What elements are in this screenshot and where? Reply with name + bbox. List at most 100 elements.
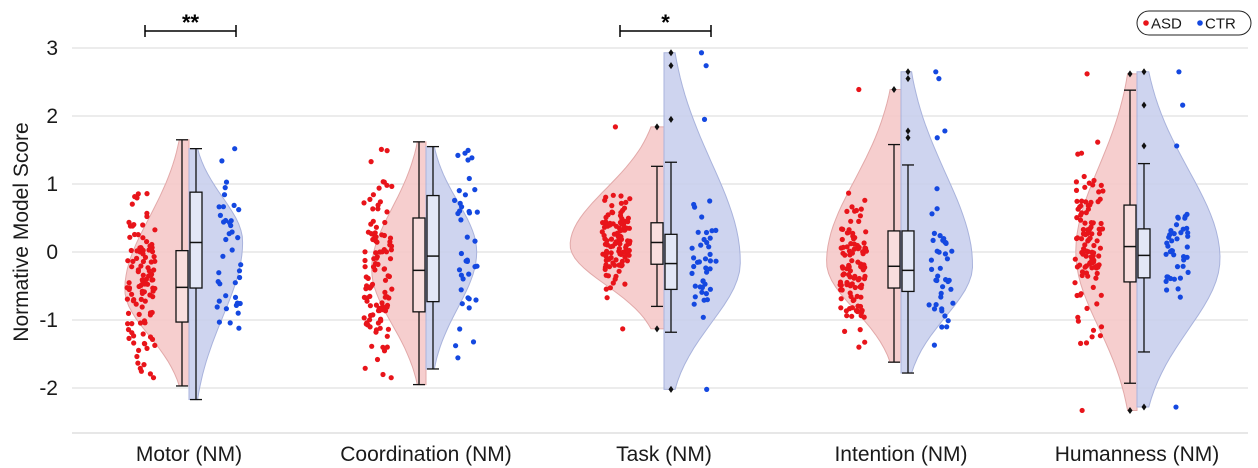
data-point-ctr (1177, 275, 1183, 281)
data-point-asd (838, 296, 844, 302)
data-point-asd (129, 223, 136, 229)
data-point-ctr (934, 135, 940, 141)
significance-label: ** (182, 10, 200, 35)
data-point-ctr (214, 304, 220, 310)
data-point-asd (605, 273, 612, 279)
data-point-asd (848, 218, 854, 224)
data-point-ctr (464, 234, 470, 240)
box-iqr (412, 217, 426, 313)
data-point-asd (152, 342, 158, 348)
data-point-asd (370, 206, 376, 212)
data-point-ctr (1175, 286, 1181, 292)
data-point-ctr (691, 263, 697, 270)
data-point-asd (147, 371, 153, 377)
data-point-ctr (462, 150, 468, 156)
data-point-asd (839, 236, 845, 243)
data-point-ctr (1173, 222, 1180, 228)
data-point-ctr (1169, 248, 1175, 254)
data-point-asd (374, 239, 380, 245)
data-point-asd (378, 146, 384, 152)
outlier-marker (668, 49, 674, 57)
data-point-asd (856, 218, 862, 224)
box-iqr (189, 191, 203, 289)
data-point-asd (618, 251, 624, 257)
data-point-asd (1096, 231, 1103, 237)
y-tick-label: -2 (39, 377, 58, 400)
data-point-asd (362, 249, 368, 255)
data-point-ctr (703, 229, 710, 236)
data-point-ctr (472, 187, 478, 193)
data-point-asd (618, 263, 625, 269)
data-point-asd (367, 324, 373, 330)
data-point-asd (141, 318, 148, 324)
outlier-marker (654, 123, 660, 131)
y-tick-label: 2 (46, 105, 58, 128)
data-point-asd (141, 289, 147, 295)
data-point-ctr (713, 227, 719, 233)
data-point-asd (138, 263, 144, 269)
data-point-asd (129, 321, 135, 327)
data-point-asd (144, 239, 150, 245)
data-point-ctr (219, 158, 225, 164)
data-point-asd (384, 294, 390, 300)
data-point-asd (618, 193, 624, 199)
data-point-asd (1098, 182, 1104, 188)
data-point-ctr (931, 230, 938, 236)
data-point-asd (370, 192, 376, 198)
data-point-ctr (1174, 236, 1180, 242)
data-point-asd (138, 296, 144, 302)
data-point-asd (862, 197, 868, 203)
legend-label: ASD (1151, 16, 1182, 33)
data-point-ctr (458, 250, 464, 257)
data-point-asd (136, 311, 142, 317)
data-point-asd (140, 222, 146, 228)
data-point-ctr (466, 305, 472, 311)
data-point-asd (1079, 269, 1086, 275)
data-point-ctr (1180, 226, 1186, 232)
data-point-asd (140, 258, 146, 265)
data-point-asd (367, 293, 373, 299)
data-point-ctr (459, 204, 465, 210)
data-point-asd (140, 331, 146, 337)
data-point-asd (384, 182, 390, 188)
data-point-ctr (697, 284, 703, 290)
data-point-asd (144, 213, 150, 220)
data-point-ctr (931, 306, 938, 312)
data-point-asd (141, 340, 147, 347)
data-point-asd (616, 246, 623, 252)
data-point-asd (364, 283, 370, 289)
data-point-ctr (234, 300, 240, 306)
data-point-asd (626, 252, 632, 258)
data-point-asd (134, 248, 140, 254)
data-point-asd (1088, 220, 1094, 226)
data-point-asd (1093, 275, 1099, 281)
data-points (124, 50, 1191, 414)
data-point-asd (849, 250, 856, 256)
data-point-ctr (456, 267, 463, 273)
box-iqr (901, 230, 915, 293)
data-point-ctr (933, 277, 939, 283)
data-point-ctr (1171, 252, 1177, 258)
outlier-marker (905, 134, 911, 142)
data-point-asd (850, 230, 856, 236)
data-point-asd (139, 277, 145, 283)
data-point-asd (135, 191, 141, 197)
data-point-asd (1072, 256, 1078, 262)
violin-ctr (663, 52, 741, 390)
data-point-ctr (223, 293, 229, 299)
data-point-ctr (238, 262, 244, 268)
data-point-asd (1100, 188, 1106, 194)
data-point-ctr (942, 313, 948, 319)
data-point-ctr (930, 237, 936, 243)
data-point-asd (370, 264, 377, 270)
data-point-ctr (221, 192, 228, 198)
data-point-ctr (215, 279, 221, 285)
data-point-asd (1078, 236, 1085, 242)
outlier-marker (905, 68, 911, 76)
data-point-ctr (1180, 263, 1186, 269)
data-point-asd (857, 303, 864, 310)
data-point-asd (622, 254, 628, 260)
data-point-ctr (465, 295, 471, 301)
outlier-marker (1127, 70, 1133, 78)
data-point-ctr (232, 280, 238, 286)
